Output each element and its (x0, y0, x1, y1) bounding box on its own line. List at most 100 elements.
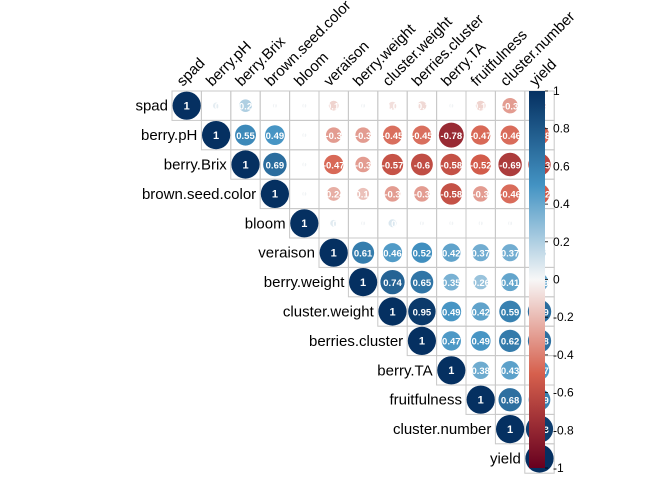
correlation-circle (407, 326, 437, 356)
row-label: cluster.weight (283, 304, 375, 321)
correlation-value-label: 0.26 (471, 278, 490, 289)
correlation-value-label: 0.68 (501, 396, 520, 407)
correlation-circle (325, 127, 342, 143)
correlation-circle (440, 153, 463, 176)
correlation-value-label: -0.57 (382, 160, 404, 171)
circle-layer: 1 0.05 0.2 0.02 0.02 -0.12 0.02 -0.08 -0.1 0.02 -0… (172, 91, 554, 473)
correlation-value-label: 1 (389, 306, 395, 318)
correlation-circle (472, 186, 489, 202)
correlation-circle (501, 244, 519, 262)
correlation-circle (382, 243, 403, 263)
correlation-value-label: 1 (184, 101, 190, 113)
correlation-circle (500, 361, 520, 380)
correlation-value-label: 0.69 (266, 160, 285, 171)
correlation-value-label: 1 (213, 130, 219, 142)
correlation-circle (348, 267, 378, 297)
correlation-circle (500, 125, 520, 145)
correlation-value-label: -0.47 (470, 131, 492, 142)
correlation-circle (355, 156, 371, 173)
correlation-circle (388, 219, 397, 228)
colorbar-tick-label: -0.4 (553, 348, 574, 362)
correlation-circle (361, 221, 366, 226)
correlation-value-label: 0.02 (413, 219, 432, 230)
correlation-circle (263, 152, 287, 177)
correlation-circle (442, 273, 460, 291)
correlation-value-label: 0.38 (471, 366, 490, 377)
row-label: yield (490, 451, 521, 468)
correlation-circle (302, 103, 307, 108)
colorbar-tick-label: 1 (553, 84, 560, 98)
correlation-value-label: -0.18 (352, 190, 374, 201)
correlation-circle (471, 125, 491, 145)
correlation-value-label: -0.47 (323, 160, 345, 171)
correlation-circle (361, 103, 366, 108)
correlation-value-label: 0.49 (266, 131, 285, 142)
correlation-value-label: 1 (448, 365, 454, 377)
correlation-circle (231, 150, 260, 179)
row-label: berry.weight (264, 274, 345, 291)
correlation-value-label: 0.02 (295, 160, 314, 171)
correlation-value-label: -0.3 (414, 190, 430, 201)
colorbar-tick-label: 0 (553, 273, 560, 287)
colorbar-gradient (529, 91, 545, 468)
colorbar-tick-label: -0.8 (553, 423, 574, 437)
correlation-circle (411, 242, 433, 263)
correlation-circle (412, 125, 432, 145)
correlation-value-label: -0.3 (355, 160, 371, 171)
colorbar-tick-label: 0.4 (553, 197, 570, 211)
correlation-value-label: 0.02 (501, 219, 520, 230)
correlation-circle (499, 300, 521, 323)
correlation-circle (172, 91, 201, 120)
correlation-circle (265, 125, 285, 145)
correlation-value-label: 1 (272, 189, 278, 201)
correlation-value-label: -0.46 (499, 131, 521, 142)
correlation-value-label: 0.06 (324, 219, 343, 230)
correlation-circle (410, 153, 433, 176)
correlation-circle (470, 331, 491, 351)
correlation-value-label: 1 (507, 424, 513, 436)
colorbar-tick-label: 0.2 (553, 235, 570, 249)
correlation-value-label: 0.49 (471, 337, 490, 348)
correlation-circle (408, 297, 436, 326)
correlation-circle (212, 102, 220, 109)
correlation-value-label: 0.61 (354, 249, 373, 260)
correlation-circle (470, 154, 491, 175)
correlation-value-label: 0.62 (501, 337, 520, 348)
correlation-circle (380, 269, 405, 295)
correlation-value-label: 0.02 (471, 219, 490, 230)
correlation-circle (272, 103, 277, 108)
correlation-circle (449, 221, 454, 226)
correlation-value-label: 0.42 (442, 249, 461, 260)
correlation-value-label: -0.46 (499, 190, 521, 201)
correlation-circle (498, 152, 522, 177)
correlation-value-label: 0.02 (295, 190, 314, 201)
correlation-value-label: 0.46 (383, 249, 402, 260)
correlation-value-label: 1 (478, 395, 484, 407)
correlation-value-label: 0.08 (383, 219, 402, 230)
correlation-circle (260, 179, 290, 209)
correlation-circle (201, 120, 231, 150)
correlation-circle (330, 219, 338, 227)
correlation-circle (473, 274, 488, 290)
correlation-value-label: 0.2 (239, 102, 252, 113)
correlation-circle (328, 100, 339, 111)
correlation-value-label: -0.24 (323, 190, 345, 201)
colorbar-tick-label: 0.6 (553, 159, 570, 173)
row-label: bloom (245, 215, 286, 232)
correlation-value-label: 0.05 (207, 102, 226, 113)
correlation-value-label: -0.12 (323, 102, 345, 113)
correlation-value-label: 0.37 (501, 249, 520, 260)
row-label: brown.seed.color (142, 186, 256, 203)
correlation-value-label: 0.41 (501, 278, 520, 289)
correlation-circle (319, 238, 348, 267)
correlation-value-label: -0.3 (473, 190, 489, 201)
correlation-value-label: 0.59 (501, 307, 520, 318)
row-label: veraison (258, 245, 315, 262)
correlation-circle (441, 301, 462, 322)
correlation-value-label: 0.35 (442, 278, 461, 289)
colorbar-tick-label: -0.2 (553, 310, 574, 324)
correlation-value-label: 0.47 (442, 337, 461, 348)
correlation-value-label: 1 (360, 277, 366, 289)
correlation-circle (495, 414, 525, 444)
